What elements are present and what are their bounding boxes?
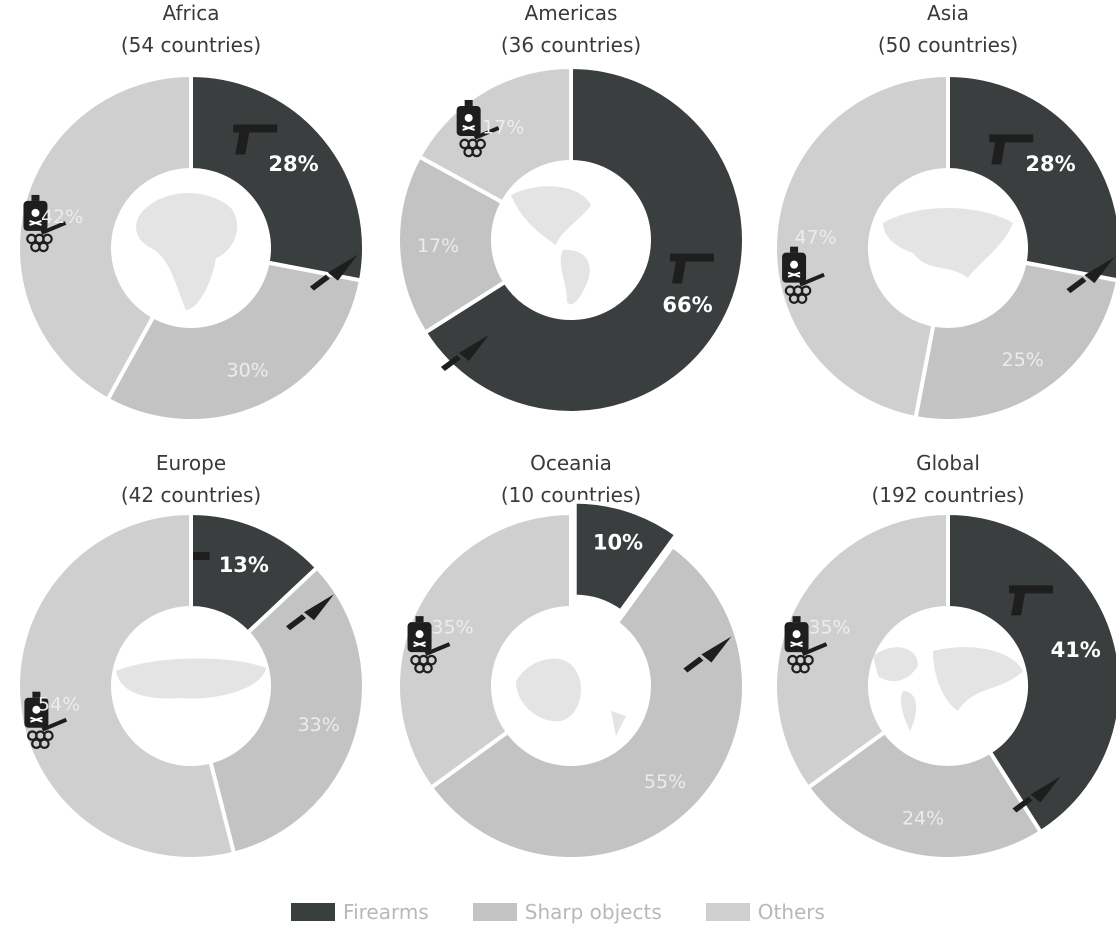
slice-label-sharp-objects: 33% xyxy=(298,714,340,736)
africa-map-icon xyxy=(136,192,238,310)
slice-label-firearms: 66% xyxy=(662,293,712,317)
legend-item-sharp-objects: Sharp objects xyxy=(472,900,662,924)
chart-title: Africa xyxy=(162,1,219,25)
legend-swatch-others xyxy=(705,903,750,921)
poison-knuckles-icon xyxy=(782,246,825,304)
asia-map-icon xyxy=(883,208,1013,278)
legend: Firearms Sharp objects Others xyxy=(0,900,1116,924)
chart-subtitle: (54 countries) xyxy=(121,33,261,57)
slice-label-firearms: 28% xyxy=(1025,152,1075,176)
slice-label-others: 17% xyxy=(482,117,524,139)
slice-label-firearms: 28% xyxy=(268,152,318,176)
legend-swatch-firearms xyxy=(291,903,336,921)
slice-label-others: 54% xyxy=(38,694,80,716)
slice-label-sharp-objects: 25% xyxy=(1002,349,1044,371)
slice-label-sharp-objects: 30% xyxy=(227,359,269,381)
donut-chart-africa: Africa (54 countries) 28% 30% 42% xyxy=(16,1,366,423)
slice-label-sharp-objects: 24% xyxy=(902,808,944,830)
donut-chart-global: Global (192 countries) 41% 24% 35% xyxy=(773,451,1116,862)
legend-label-sharp-objects: Sharp objects xyxy=(524,900,662,924)
poison-knuckles-icon xyxy=(24,691,68,749)
poison-knuckles-icon xyxy=(784,616,828,674)
slice-firearms xyxy=(572,499,679,614)
chart-title: Oceania xyxy=(530,451,612,475)
chart-title: Global xyxy=(916,451,980,475)
americas-map-icon xyxy=(511,186,591,305)
europe-map-icon xyxy=(116,658,266,699)
donut-chart-oceania: Oceania (10 countries) 10% 55% 35% xyxy=(396,451,746,861)
chart-subtitle: (50 countries) xyxy=(878,33,1018,57)
chart-title: Asia xyxy=(927,1,969,25)
pistol-icon xyxy=(1009,585,1054,616)
knife-icon xyxy=(285,594,334,631)
poison-knuckles-icon xyxy=(23,194,67,253)
oceania-map-icon xyxy=(516,658,626,736)
slice-label-firearms: 10% xyxy=(593,530,643,554)
knife-icon xyxy=(683,636,732,673)
pistol-icon xyxy=(669,253,714,284)
slice-label-sharp-objects: 17% xyxy=(417,235,459,257)
chart-title: Americas xyxy=(525,1,618,25)
knife-icon xyxy=(440,334,489,371)
slice-label-others: 47% xyxy=(794,226,836,248)
legend-item-others: Others xyxy=(705,900,825,924)
legend-item-firearms: Firearms xyxy=(291,900,429,924)
poison-knuckles-icon xyxy=(407,616,451,674)
slice-label-firearms: 41% xyxy=(1051,638,1101,662)
legend-swatch-sharp-objects xyxy=(472,903,517,921)
slice-label-sharp-objects: 55% xyxy=(644,771,686,793)
chart-subtitle: (42 countries) xyxy=(121,483,261,507)
slice-label-others: 42% xyxy=(41,206,83,228)
world-map-icon xyxy=(873,647,1023,731)
slice-others xyxy=(16,511,237,861)
donut-chart-asia: Asia (50 countries) 28% 25% 47% xyxy=(772,1,1116,424)
knife-icon xyxy=(1066,257,1115,294)
legend-label-firearms: Firearms xyxy=(343,900,429,924)
slice-label-others: 35% xyxy=(808,617,850,639)
pistol-icon xyxy=(233,124,278,155)
legend-label-others: Others xyxy=(757,900,825,924)
slice-sharp-objects xyxy=(913,260,1116,424)
donut-chart-europe: Europe (42 countries) 13% 33% 54% xyxy=(16,451,366,861)
chart-subtitle: (192 countries) xyxy=(871,483,1024,507)
knife-icon xyxy=(1012,776,1061,813)
donut-chart-americas: Americas (36 countries) 66% 17% 17% xyxy=(396,1,746,415)
chart-subtitle: (10 countries) xyxy=(501,483,641,507)
slice-label-firearms: 13% xyxy=(219,553,269,577)
chart-title: Europe xyxy=(156,451,226,475)
knife-icon xyxy=(309,254,358,291)
poison-knuckles-icon xyxy=(456,99,500,158)
chart-subtitle: (36 countries) xyxy=(501,33,641,57)
slice-label-others: 35% xyxy=(431,617,473,639)
pistol-icon xyxy=(989,134,1034,165)
